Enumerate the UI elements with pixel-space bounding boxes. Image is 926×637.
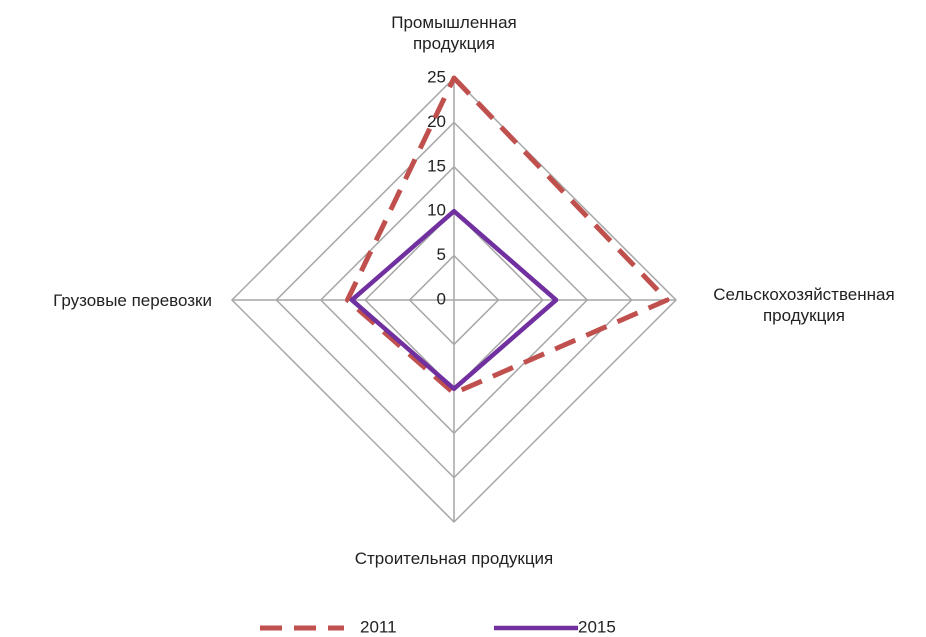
series-line [344,75,670,396]
r-tick-label: 20 [427,112,446,131]
r-tick-label: 25 [427,67,446,86]
legend-label: 2011 [360,617,397,636]
category-label: Строительная продукция [354,549,554,568]
category-label: Грузовые перевозки [53,291,212,310]
r-tick-label: 10 [427,201,446,220]
category-label: Промышленная продукция [391,13,517,53]
r-tick-label: 5 [437,245,446,264]
series-line [349,208,559,392]
r-tick-label: 0 [437,289,446,308]
r-tick-label: 15 [427,156,446,175]
legend-label: 2015 [578,617,616,636]
category-label: Сельскохозяйственная продукция [713,285,895,325]
